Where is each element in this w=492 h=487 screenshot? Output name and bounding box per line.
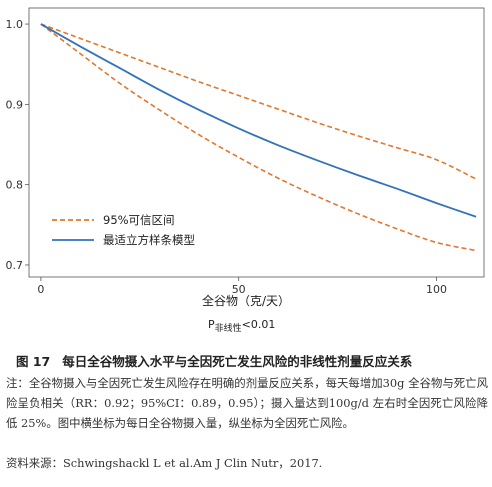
ci-upper-line [40,23,477,180]
figure-note: 注：全谷物摄入与全因死亡发生风险存在明确的剂量反应关系，每天每增加30g 全谷物… [6,376,488,430]
p-value-note: P非线性<0.01 [208,318,275,334]
x-tick-label: 100 [426,283,447,296]
y-tick-label: 0.8 [6,179,24,192]
x-tick-label: 0 [37,283,44,296]
ci-lower-line [40,23,477,252]
plot-frame [28,7,485,278]
figure-number: 图 17 [16,354,51,369]
p-value-suffix: <0.01 [241,318,276,331]
legend-label: 95%可信区间 [103,213,175,227]
plot-border [28,7,485,278]
legend-label: 最适立方样条模型 [103,233,195,247]
figure-caption: 图 17 每日全谷物摄入水平与全因死亡发生风险的非线性剂量反应关系 [16,351,486,370]
x-axis-title: 全谷物（克/天） [202,293,290,308]
x-tick-label: 50 [232,283,246,296]
p-value-prefix: P [208,318,215,331]
p-value-sub: 非线性 [214,324,242,335]
spline-model-line [40,23,477,218]
y-tick-label: 1.0 [6,18,24,31]
series-layer [40,23,477,252]
figure-title: 每日全谷物摄入水平与全因死亡发生风险的非线性剂量反应关系 [62,354,413,369]
axis-ticks: 0.7 0.8 0.9 1.0 0 50 100 [6,18,448,296]
y-tick-label: 0.9 [6,98,24,111]
y-tick-label: 0.7 [6,259,24,272]
figure-source: 资料来源：Schwingshackl L et al.Am J Clin Nut… [6,456,323,470]
